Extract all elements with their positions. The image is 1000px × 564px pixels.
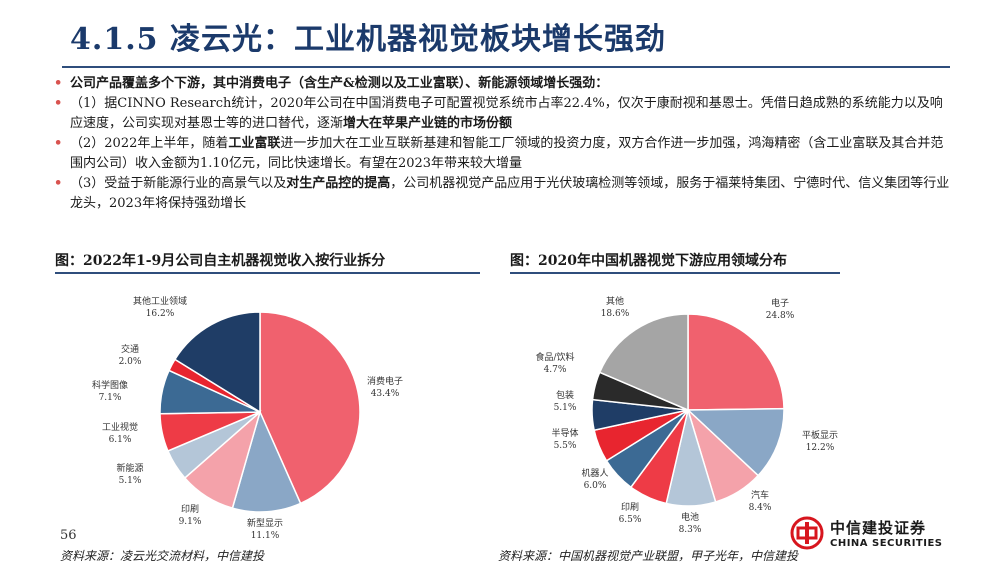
slice-label: 其他: [606, 295, 624, 307]
slice-label: 印刷: [621, 501, 639, 513]
slice-value: 43.4%: [371, 389, 400, 399]
slice-value: 4.7%: [544, 365, 567, 375]
slice-label: 半导体: [551, 427, 578, 439]
slice-value: 2.0%: [119, 357, 142, 367]
bullet-text-bold: 工业富联: [228, 136, 281, 151]
chart-caption-right: 图：2020年中国机器视觉下游应用领域分布: [510, 253, 787, 269]
slice-label: 工业视觉: [102, 421, 138, 433]
slice-label: 其他工业领域: [133, 295, 187, 307]
slice-label: 电池: [681, 511, 699, 523]
bullet-dot-icon: •: [54, 176, 63, 191]
pie-slice-left-0: [259, 311, 361, 505]
bullet-text-bold: 增大在苹果产业链的市场份额: [343, 116, 513, 131]
bullet-text-bold: 公司产品覆盖多个下游，其中消费电子（含生产&检测以及工业富联）、新能源领域增长强…: [70, 76, 609, 91]
bullet-item: • （2）2022年上半年，随着工业富联进一步加大在工业互联新基建和智能工厂领域的…: [54, 134, 954, 174]
china-securities-logo-icon: [790, 516, 824, 550]
bullet-text: （2）2022年上半年，随着: [70, 136, 229, 151]
source-note-left: 资料来源：凌云光交流材料，中信建投: [60, 549, 265, 563]
slice-value: 8.4%: [749, 503, 772, 513]
slice-label: 包装: [556, 389, 574, 401]
slice-value: 24.8%: [766, 311, 795, 321]
slice-label: 交通: [121, 343, 139, 355]
bullet-dot-icon: •: [54, 96, 63, 111]
slice-label: 新型显示: [247, 517, 283, 529]
slice-value: 5.5%: [554, 441, 577, 451]
slice-value: 7.1%: [99, 393, 122, 403]
pie-chart-right: 电子 24.8% 平板显示 12.2% 汽车 8.4% 电池 8.3% 印刷 6.5% 机器人 6.0…: [535, 295, 838, 535]
bullet-dot-icon: •: [54, 136, 63, 151]
slice-value: 18.6%: [601, 309, 630, 319]
bullet-item: • （3）受益于新能源行业的高景气以及对生产品控的提高，公司机器视觉产品应用于光伏…: [54, 174, 954, 214]
company-logo: 中信建投证券 CHINA SECURITIES: [790, 516, 943, 550]
page-title: 4.1.5 凌云光：工业机器视觉板块增长强劲: [70, 22, 666, 57]
bullet-item: • 公司产品覆盖多个下游，其中消费电子（含生产&检测以及工业富联）、新能源领域增长…: [54, 74, 954, 94]
slice-value: 9.1%: [179, 517, 202, 527]
chart-caption-left-rule: [55, 272, 480, 274]
bullet-text-bold: 对生产品控的提高: [286, 176, 391, 191]
page-number: 56: [60, 528, 77, 543]
pie-slice-right-1: [686, 407, 785, 477]
bullet-text: ，公司机器视觉产品应用于光伏玻璃检测等领域，服务于福莱特集团、宁德时代、信义集团…: [70, 176, 950, 211]
slice-value: 11.1%: [251, 531, 280, 541]
pie-slice-right-0: [687, 313, 785, 411]
slice-label: 电子: [771, 297, 789, 309]
slice-label: 平板显示: [802, 429, 838, 441]
slice-label: 机器人: [581, 467, 608, 479]
logo-name-cn: 中信建投证券: [830, 519, 927, 537]
chart-caption-left: 图：2022年1-9月公司自主机器视觉收入按行业拆分: [55, 253, 386, 269]
bullet-list: • 公司产品覆盖多个下游，其中消费电子（含生产&检测以及工业富联）、新能源领域增长…: [54, 74, 954, 214]
slice-value: 8.3%: [679, 525, 702, 535]
pie-chart-left: 消费电子 43.4% 新型显示 11.1% 印刷 9.1% 新能源 5.1% 工业视觉 6.1% 科…: [92, 295, 403, 541]
slice-label: 印刷: [181, 503, 199, 515]
pie-slice-left-7: [173, 311, 261, 414]
slice-label: 消费电子: [367, 375, 403, 387]
source-note-right: 资料来源：中国机器视觉产业联盟，甲子光年，中信建投: [498, 549, 799, 563]
chart-caption-right-rule: [510, 272, 840, 274]
bullet-text: 进一步加大在工业互联新基建和智能工厂领域的投资力度，双方合作进一步加强，鸿海精密…: [70, 136, 944, 171]
slice-label: 食品/饮料: [535, 351, 574, 363]
slice-label: 新能源: [116, 462, 143, 474]
slice-label: 汽车: [751, 489, 769, 501]
slice-value: 12.2%: [806, 443, 835, 453]
slice-value: 5.1%: [554, 403, 577, 413]
bullet-item: • （1）据CINNO Research统计，2020年公司在中国消费电子可配置视…: [54, 94, 954, 134]
bullet-text: （3）受益于新能源行业的高景气以及: [70, 176, 287, 191]
bullet-text: （1）据CINNO Research统计，2020年公司在中国消费电子可配置视觉…: [70, 96, 943, 131]
pie-slice-left-1: [231, 409, 302, 513]
slice-value: 6.1%: [109, 435, 132, 445]
slice-value: 5.1%: [119, 476, 142, 486]
bullet-dot-icon: •: [54, 76, 63, 91]
slice-value: 6.5%: [619, 515, 642, 525]
title-divider: [62, 66, 950, 68]
slice-value: 6.0%: [584, 481, 607, 491]
pie-slice-right-9: [598, 313, 689, 412]
slice-label: 科学图像: [92, 379, 128, 391]
slice-value: 16.2%: [146, 309, 175, 319]
logo-name-en: CHINA SECURITIES: [830, 538, 943, 549]
